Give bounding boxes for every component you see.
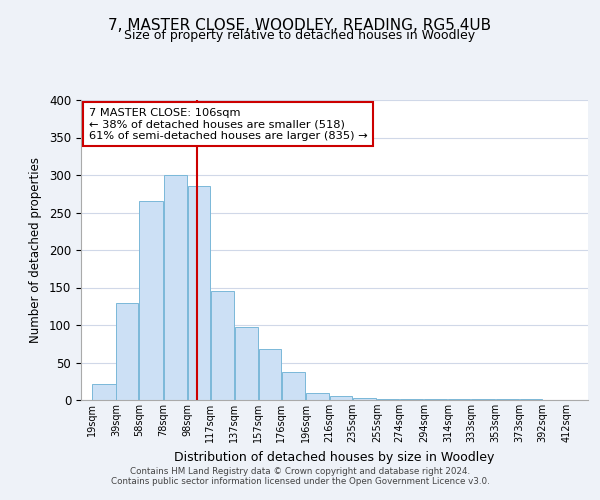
Bar <box>472 399 494 400</box>
Bar <box>282 372 305 400</box>
Text: Contains HM Land Registry data © Crown copyright and database right 2024.: Contains HM Land Registry data © Crown c… <box>130 467 470 476</box>
Text: Contains public sector information licensed under the Open Government Licence v3: Contains public sector information licen… <box>110 477 490 486</box>
Bar <box>424 398 448 400</box>
X-axis label: Distribution of detached houses by size in Woodley: Distribution of detached houses by size … <box>175 450 494 464</box>
Bar <box>377 398 399 400</box>
Text: Size of property relative to detached houses in Woodley: Size of property relative to detached ho… <box>124 29 476 42</box>
Bar <box>330 396 352 400</box>
Text: 7, MASTER CLOSE, WOODLEY, READING, RG5 4UB: 7, MASTER CLOSE, WOODLEY, READING, RG5 4… <box>109 18 491 32</box>
Bar <box>496 399 519 400</box>
Bar <box>92 384 116 400</box>
Bar <box>164 175 187 400</box>
Y-axis label: Number of detached properties: Number of detached properties <box>29 157 42 343</box>
Bar <box>139 201 163 400</box>
Bar <box>235 326 258 400</box>
Text: 7 MASTER CLOSE: 106sqm
← 38% of detached houses are smaller (518)
61% of semi-de: 7 MASTER CLOSE: 106sqm ← 38% of detached… <box>89 108 367 140</box>
Bar <box>520 399 542 400</box>
Bar <box>116 302 139 400</box>
Bar <box>211 291 234 400</box>
Bar <box>188 186 209 400</box>
Bar <box>353 398 376 400</box>
Bar <box>259 349 281 400</box>
Bar <box>448 398 470 400</box>
Bar <box>400 398 424 400</box>
Bar <box>306 392 329 400</box>
